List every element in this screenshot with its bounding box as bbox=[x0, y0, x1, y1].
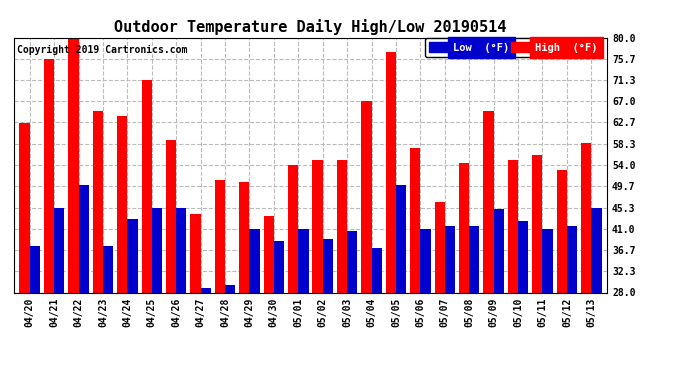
Bar bbox=[420, 229, 431, 292]
Bar bbox=[347, 231, 357, 292]
Bar bbox=[68, 38, 79, 292]
Bar bbox=[166, 141, 176, 292]
Bar bbox=[469, 226, 480, 292]
Legend: Low  (°F), High  (°F): Low (°F), High (°F) bbox=[425, 38, 602, 57]
Bar bbox=[484, 111, 493, 292]
Title: Outdoor Temperature Daily High/Low 20190514: Outdoor Temperature Daily High/Low 20190… bbox=[115, 19, 506, 35]
Bar bbox=[591, 208, 602, 292]
Bar bbox=[264, 216, 274, 292]
Bar bbox=[313, 160, 323, 292]
Bar bbox=[250, 229, 259, 292]
Bar bbox=[225, 285, 235, 292]
Bar bbox=[117, 116, 128, 292]
Bar bbox=[459, 162, 469, 292]
Bar bbox=[44, 58, 54, 292]
Bar bbox=[435, 202, 445, 292]
Bar bbox=[567, 226, 577, 292]
Bar bbox=[103, 246, 113, 292]
Bar bbox=[190, 214, 201, 292]
Bar bbox=[152, 208, 162, 292]
Bar bbox=[298, 229, 308, 292]
Bar bbox=[323, 238, 333, 292]
Bar bbox=[396, 184, 406, 292]
Bar bbox=[532, 155, 542, 292]
Bar bbox=[518, 221, 529, 292]
Bar bbox=[274, 241, 284, 292]
Bar bbox=[288, 165, 298, 292]
Bar bbox=[201, 288, 211, 292]
Bar bbox=[128, 219, 137, 292]
Bar bbox=[362, 101, 371, 292]
Bar bbox=[445, 226, 455, 292]
Bar bbox=[79, 184, 89, 292]
Bar bbox=[410, 148, 420, 292]
Bar bbox=[386, 52, 396, 292]
Bar bbox=[581, 143, 591, 292]
Bar bbox=[493, 209, 504, 292]
Bar bbox=[371, 248, 382, 292]
Text: Copyright 2019 Cartronics.com: Copyright 2019 Cartronics.com bbox=[17, 45, 187, 55]
Bar bbox=[30, 246, 40, 292]
Bar bbox=[141, 80, 152, 292]
Bar bbox=[239, 182, 250, 292]
Bar bbox=[542, 229, 553, 292]
Bar bbox=[337, 160, 347, 292]
Bar bbox=[176, 208, 186, 292]
Bar bbox=[508, 160, 518, 292]
Bar bbox=[19, 123, 30, 292]
Bar bbox=[54, 208, 64, 292]
Bar bbox=[92, 111, 103, 292]
Bar bbox=[557, 170, 567, 292]
Bar bbox=[215, 180, 225, 292]
